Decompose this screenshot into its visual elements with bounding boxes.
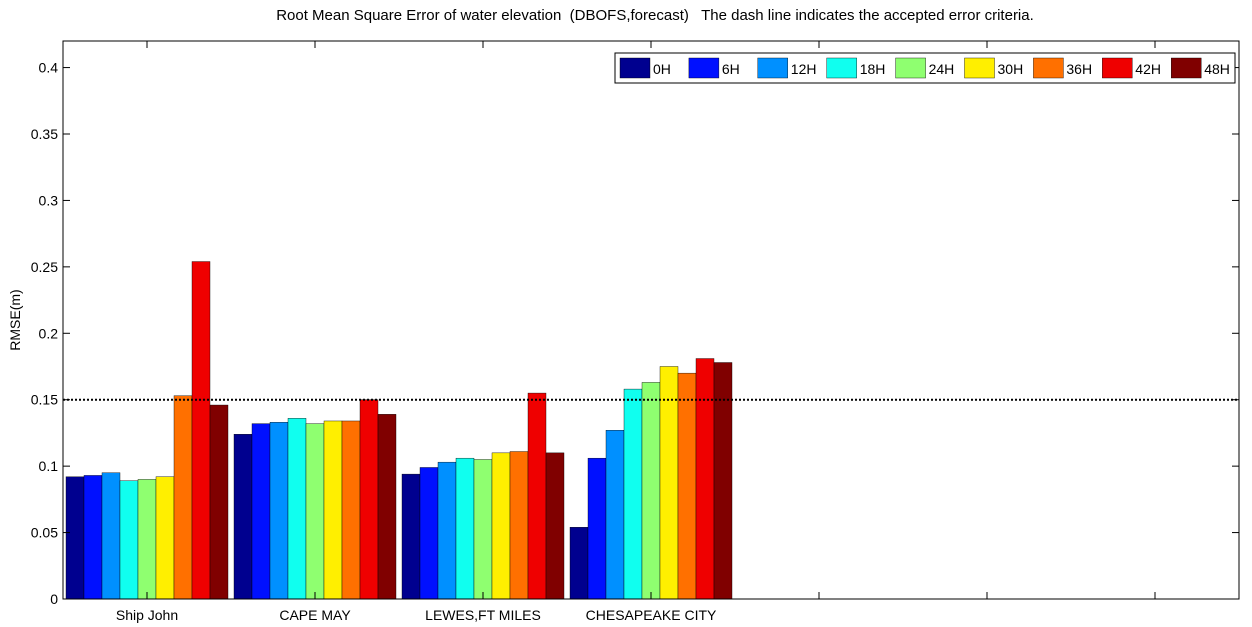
bar-42h-3 [695, 358, 715, 600]
bar-36h-2 [509, 451, 529, 600]
legend-label-30h: 30H [998, 61, 1024, 77]
bar-24h-0 [137, 479, 157, 600]
x-category-label: CAPE MAY [279, 607, 351, 623]
y-tick-label: 0.35 [31, 126, 58, 142]
bar-0h-1 [233, 434, 253, 600]
legend-swatch-0h [619, 57, 651, 79]
x-category-label: CHESAPEAKE CITY [586, 607, 717, 623]
bar-48h-0 [209, 404, 229, 600]
bar-12h-3 [605, 430, 625, 600]
bars-layer [65, 261, 733, 600]
legend-swatch-48h [1170, 57, 1202, 79]
x-category-label: Ship John [116, 607, 178, 623]
y-axis-label: RMSE(m) [7, 289, 23, 350]
bar-18h-2 [455, 457, 475, 600]
bar-24h-3 [641, 382, 661, 600]
chart-title: Root Mean Square Error of water elevatio… [276, 7, 1034, 24]
legend-swatch-6h [688, 57, 720, 79]
bar-12h-0 [101, 472, 121, 600]
y-tick-label: 0.1 [39, 458, 59, 474]
legend-swatch-18h [826, 57, 857, 79]
legend-swatch-36h [1033, 57, 1064, 79]
bar-30h-2 [491, 452, 511, 600]
bar-18h-0 [119, 480, 139, 600]
y-tick-label: 0.2 [39, 325, 59, 341]
bar-30h-0 [155, 476, 175, 600]
legend-label-0h: 0H [653, 61, 671, 77]
y-tick-label: 0.15 [31, 392, 58, 408]
bar-42h-2 [527, 392, 547, 600]
bar-36h-3 [677, 372, 697, 600]
bar-36h-0 [173, 395, 193, 600]
legend-label-6h: 6H [722, 61, 740, 77]
bar-0h-0 [65, 476, 85, 600]
bar-0h-3 [569, 527, 589, 600]
legend: 0H 6H 12H 18H 24H 30H 36H 42H 48H [614, 52, 1236, 84]
bar-36h-1 [341, 420, 361, 600]
axes-layer: 0 0.05 0.1 0.15 0.2 0.25 0.3 0.35 0.4 Ship John CA… [31, 41, 1239, 623]
y-tick-label: 0.25 [31, 259, 58, 275]
bar-6h-2 [419, 467, 439, 600]
y-tick-label: 0.4 [39, 60, 59, 76]
legend-swatch-12h [757, 57, 788, 79]
bar-18h-3 [623, 388, 643, 600]
bar-24h-1 [305, 423, 325, 600]
legend-label-12h: 12H [791, 61, 817, 77]
legend-label-24h: 24H [929, 61, 955, 77]
bar-12h-1 [269, 422, 289, 600]
bar-12h-2 [437, 461, 457, 600]
y-tick-label: 0.3 [39, 192, 59, 208]
bar-30h-1 [323, 420, 343, 600]
plot-frame [62, 40, 1240, 600]
legend-swatch-30h [964, 57, 995, 79]
bar-48h-1 [377, 414, 397, 600]
legend-swatch-24h [895, 57, 926, 79]
y-tick-label: 0.05 [31, 525, 58, 541]
y-tick-label: 0 [50, 591, 58, 607]
bar-42h-1 [359, 399, 379, 600]
bar-6h-0 [83, 475, 103, 600]
x-category-label: LEWES,FT MILES [425, 607, 541, 623]
legend-swatch-42h [1102, 57, 1133, 79]
bar-48h-2 [545, 452, 565, 600]
bar-42h-0 [191, 261, 211, 600]
legend-label-36h: 36H [1066, 61, 1092, 77]
bar-6h-1 [251, 423, 271, 600]
legend-label-48h: 48H [1204, 61, 1230, 77]
legend-label-18h: 18H [860, 61, 886, 77]
bar-0h-2 [401, 473, 421, 600]
bar-24h-2 [473, 459, 493, 600]
bar-6h-3 [587, 457, 607, 600]
legend-label-42h: 42H [1135, 61, 1161, 77]
bar-48h-3 [713, 362, 733, 600]
bar-30h-3 [659, 366, 679, 600]
bar-18h-1 [287, 418, 307, 600]
